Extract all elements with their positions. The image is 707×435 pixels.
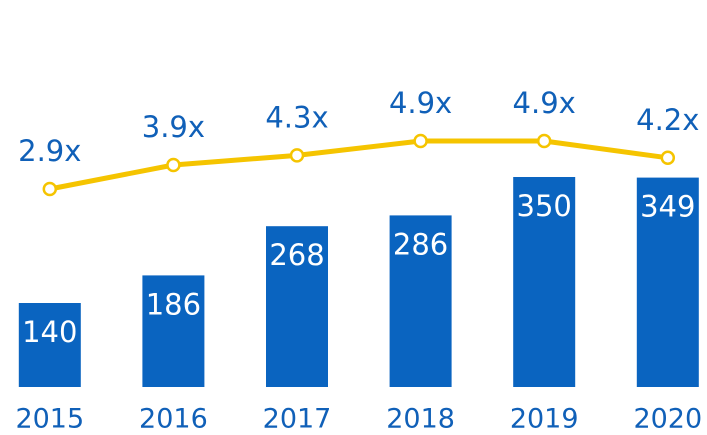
bar: [513, 177, 576, 387]
line-marker: [289, 148, 305, 163]
bar: [389, 215, 452, 387]
line-marker: [660, 150, 676, 166]
line-marker: [42, 181, 58, 197]
line-value-label: 2.9x: [18, 134, 81, 168]
x-tick-label: 2016: [139, 404, 208, 435]
bar: [142, 275, 205, 387]
line: [49, 138, 669, 192]
bar: [18, 303, 81, 387]
bar-value-label: 286: [393, 227, 448, 261]
x-tick-label: 2015: [15, 404, 84, 435]
line-value-label: 3.9x: [142, 110, 205, 144]
x-tick-label: 2018: [386, 404, 455, 435]
line-marker: [413, 133, 428, 149]
line-value-label: 4.9x: [389, 86, 452, 120]
x-tick-label: 2019: [510, 404, 579, 435]
bar-value-label: 186: [146, 287, 201, 321]
bar-value-label: 268: [269, 238, 324, 272]
line-value-label: 4.9x: [513, 86, 576, 120]
bar: [636, 177, 699, 387]
line-value-label: 4.3x: [265, 100, 328, 134]
line-marker: [536, 133, 552, 149]
x-tick-label: 2017: [263, 404, 332, 435]
x-tick-label: 2020: [633, 404, 702, 435]
bar-value-label: 140: [22, 315, 77, 349]
bar-value-label: 349: [640, 190, 695, 224]
bar-value-label: 350: [517, 189, 572, 223]
bar: [266, 226, 328, 387]
line-marker: [166, 157, 181, 173]
line-value-label: 4.2x: [636, 103, 699, 137]
